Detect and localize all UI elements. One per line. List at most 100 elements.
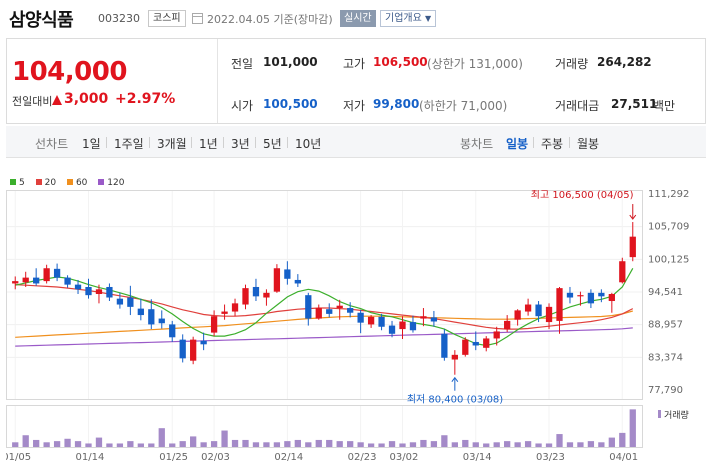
open-label: 시가	[231, 99, 254, 113]
chart-period-tabs: 선차트 1일 1주일 3개월 1년 3년 5년 10년 봉차트 일봉 주봉 월봉	[6, 126, 706, 158]
volume-bar	[273, 442, 281, 447]
upper-limit: (상한가 131,000)	[427, 57, 523, 71]
volume-bar	[357, 442, 364, 447]
x-tick-label: 01/14	[76, 452, 105, 463]
candle-body	[619, 261, 626, 283]
candle-body	[221, 311, 228, 314]
legend-ma60: 60	[66, 178, 87, 188]
candle-body	[462, 339, 469, 355]
volume-bars	[12, 409, 636, 447]
x-tick-label: 02/14	[274, 452, 303, 463]
volume-bar	[12, 442, 19, 447]
tab-daily[interactable]: 일봉	[506, 137, 529, 151]
volume-bar	[64, 438, 71, 447]
legend-ma20: 20	[35, 178, 56, 188]
y-tick-label: 83,374	[648, 352, 683, 363]
volume-bar	[608, 437, 615, 447]
divider	[217, 39, 218, 123]
quote-date: 2022.04.05 기준(장마감)	[207, 13, 333, 26]
tab-1y[interactable]: 1년	[199, 137, 218, 151]
tab-1d[interactable]: 1일	[82, 137, 101, 151]
market-badge: 코스피	[148, 10, 186, 27]
high-value: 106,500	[373, 55, 428, 69]
x-tick-label: 03/02	[390, 452, 419, 463]
candle-body	[566, 292, 574, 298]
ma60-line	[15, 310, 633, 338]
candle-body	[483, 338, 490, 348]
tab-separator	[106, 137, 107, 148]
x-axis-labels: 01/05 01/14 01/25 02/03 02/14 02/23 03/02 03/14…	[6, 452, 638, 463]
candle-body	[43, 268, 50, 282]
price-plot-frame	[6, 190, 643, 400]
candle-body	[22, 277, 29, 283]
prev-close-value: 101,000	[263, 55, 318, 69]
x-tick-label: 03/23	[536, 452, 565, 463]
volume-bar	[472, 442, 479, 447]
volume-bar	[577, 442, 584, 447]
amount-value: 27,511	[611, 97, 658, 111]
legend-ma120: 120	[98, 178, 124, 188]
volume-bar	[305, 442, 312, 447]
lower-limit: (하한가 71,000)	[419, 99, 508, 113]
candle-body	[409, 322, 417, 331]
tab-3m[interactable]: 3개월	[157, 137, 187, 151]
legend-ma5: 5	[10, 178, 25, 188]
candle-body	[273, 268, 281, 292]
candle-body	[137, 308, 144, 316]
volume-bar	[315, 439, 322, 447]
volume-bar	[242, 439, 249, 447]
candle-body	[210, 316, 218, 333]
candle-body	[514, 310, 521, 320]
tab-1w[interactable]: 1주일	[114, 137, 144, 151]
candle-body	[169, 324, 176, 338]
company-info-label: 기업개요	[385, 13, 422, 24]
tab-5y[interactable]: 5년	[263, 137, 282, 151]
volume-bar	[420, 439, 427, 447]
stock-name: 삼양식품	[9, 10, 74, 31]
candle-body	[74, 284, 82, 290]
x-tick-label: 02/23	[348, 452, 377, 463]
change-value: 3,000	[64, 91, 109, 107]
volume-value: 264,282	[597, 55, 652, 69]
volume-bar	[326, 439, 333, 447]
y-tick-label: 94,541	[648, 287, 683, 298]
price-chart[interactable]: 111,292 105,709 100,125 94,541 88,957 83,374 7…	[6, 190, 706, 468]
volume-bar	[95, 437, 103, 447]
y-axis-labels: 111,292 105,709 100,125 94,541 88,957 83,374 7…	[648, 190, 689, 396]
candle-body	[608, 293, 615, 302]
volume-legend-swatch	[658, 410, 661, 418]
up-triangle-icon	[52, 95, 62, 105]
tab-10y[interactable]: 10년	[295, 137, 322, 151]
tab-weekly[interactable]: 주봉	[541, 137, 564, 151]
volume-bar	[252, 442, 260, 447]
volume-plot-frame	[6, 405, 643, 448]
candle-body	[252, 286, 260, 297]
tab-separator	[149, 137, 150, 148]
candle-body	[284, 269, 291, 279]
volume-bar	[200, 442, 207, 447]
volume-bar	[566, 442, 574, 447]
volume-bar	[294, 439, 301, 447]
prev-close-label: 전일	[231, 57, 254, 71]
y-tick-label: 77,790	[648, 385, 683, 396]
volume-bar	[263, 442, 270, 447]
stock-header: 삼양식품 003230 코스피 2022.04.05 기준(장마감) 실시간 기…	[0, 0, 707, 38]
chevron-down-icon: ▼	[425, 14, 432, 23]
company-info-dropdown[interactable]: 기업개요 ▼	[380, 10, 437, 27]
candle-body	[12, 281, 19, 284]
volume-bar	[524, 441, 532, 447]
candle-body	[524, 304, 532, 312]
tab-separator	[191, 137, 192, 148]
x-tick-label: 04/01	[609, 452, 638, 463]
high-annotation: 최고 106,500 (04/05)	[531, 190, 634, 201]
y-tick-label: 88,957	[648, 320, 683, 331]
volume-bar	[158, 428, 165, 447]
realtime-button[interactable]: 실시간	[340, 10, 376, 27]
ma120-line	[15, 327, 633, 347]
tab-3y[interactable]: 3년	[231, 137, 250, 151]
candle-body	[535, 304, 542, 317]
volume-bar	[598, 442, 605, 447]
candle-body	[179, 339, 186, 359]
moving-average-lines	[15, 268, 634, 347]
tab-monthly[interactable]: 월봉	[577, 137, 600, 151]
